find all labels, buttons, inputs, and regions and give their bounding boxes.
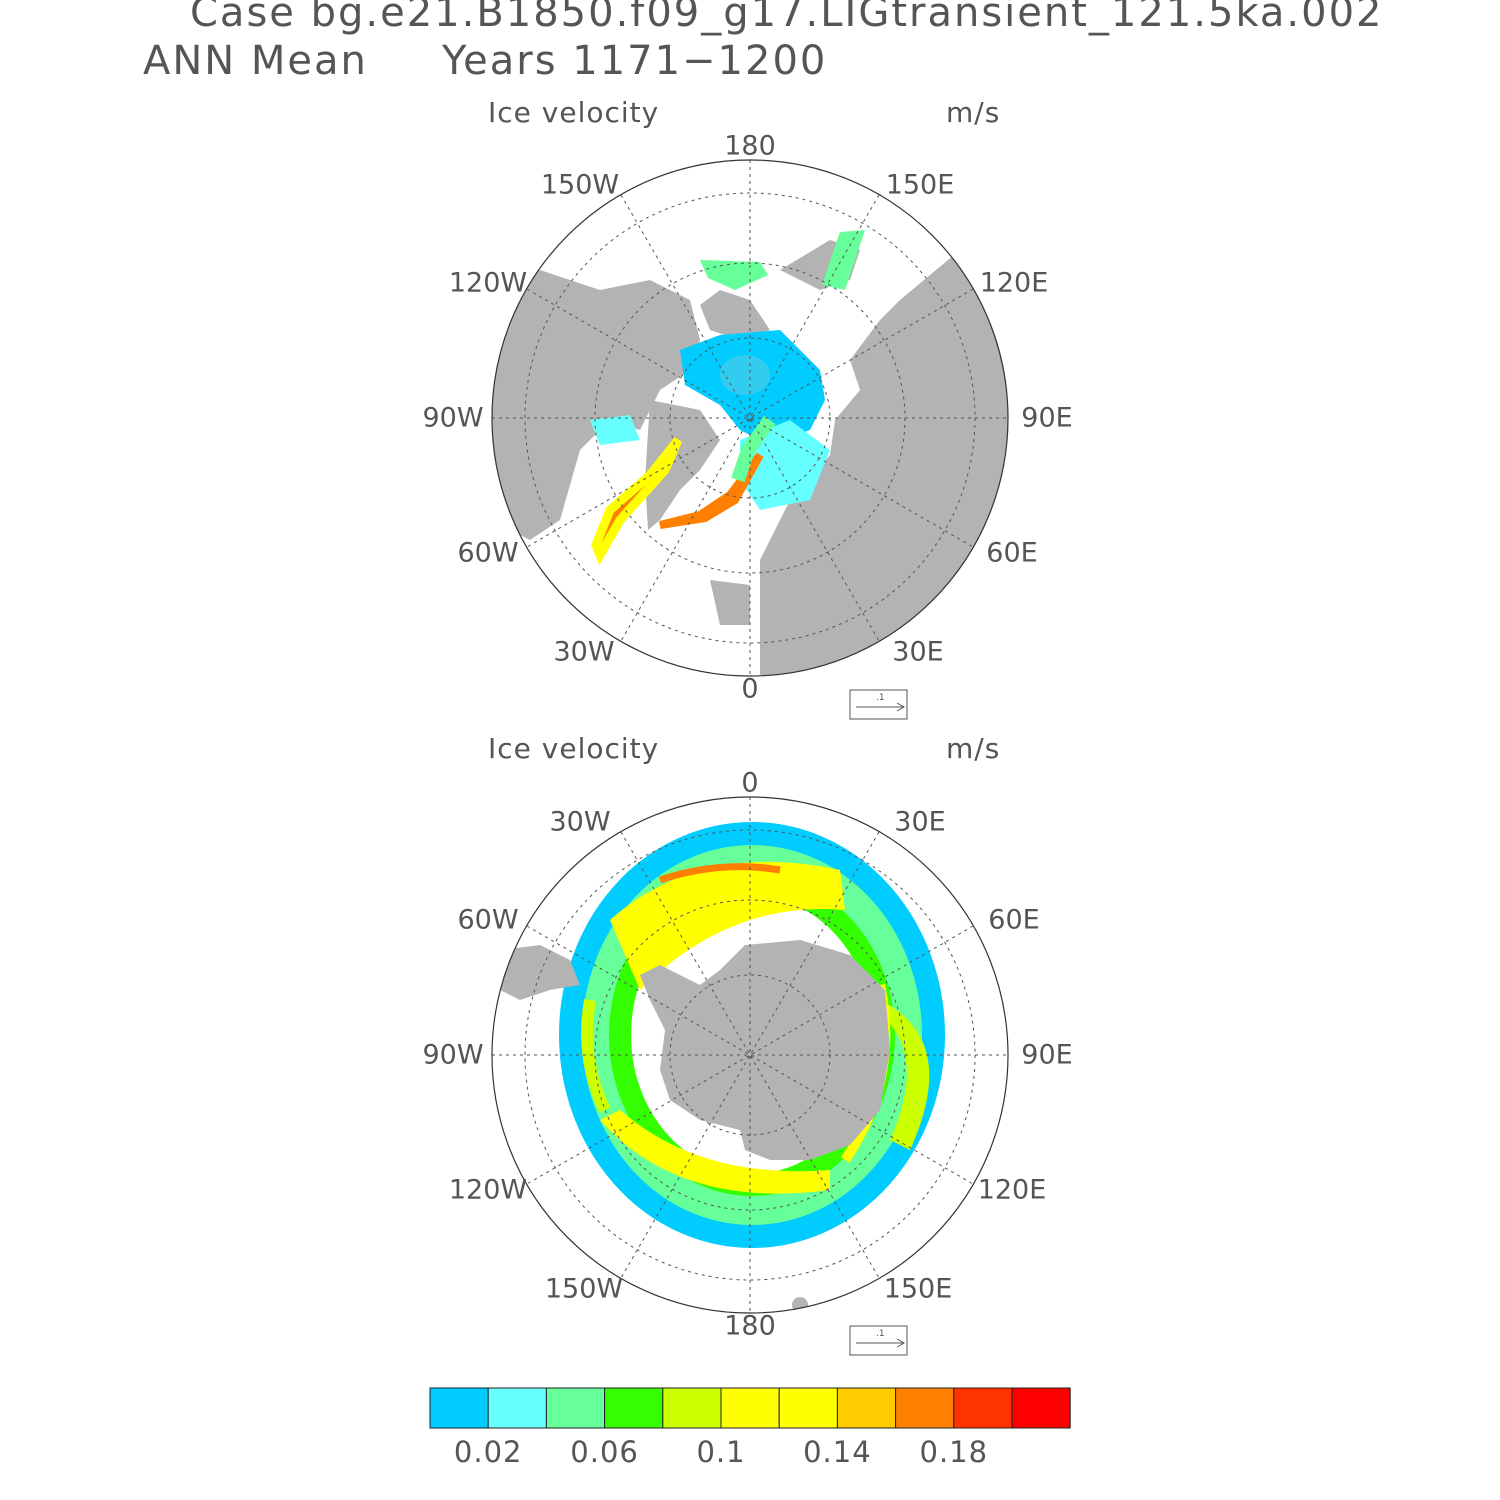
colorbar-box — [662, 1387, 722, 1429]
south-panel: Ice velocity m/s — [422, 732, 1073, 1356]
north-land — [492, 240, 1008, 675]
colorbar-tick-label: 0.1 — [696, 1435, 745, 1469]
colorbar-tick-label: 0.02 — [454, 1435, 523, 1469]
case-title: Case bg.e21.B1850.f09_g17.LIGtransient_1… — [190, 0, 1383, 36]
colorbar-boxes — [429, 1387, 1071, 1429]
south-lon-label: 120W — [449, 1175, 527, 1206]
north-lon-label: 60W — [457, 538, 518, 569]
colorbar-box — [545, 1387, 606, 1429]
north-lon-label: 30E — [892, 637, 943, 668]
south-map — [492, 797, 1008, 1313]
colorbar-tick-label: 0.14 — [803, 1435, 872, 1469]
north-map — [492, 160, 1008, 676]
south-ice-field — [559, 822, 945, 1248]
north-lon-label: 120E — [980, 268, 1049, 299]
north-lon-label: 180 — [724, 131, 776, 162]
colorbar-box — [836, 1387, 897, 1429]
north-lon-label: 0 — [741, 674, 758, 705]
south-lon-label: 60W — [457, 905, 518, 936]
colorbar-box — [604, 1387, 664, 1429]
south-panel-units: m/s — [946, 732, 1000, 765]
north-panel-units: m/s — [946, 96, 1000, 129]
north-reference-vector: .1 — [849, 689, 908, 720]
south-lon-label: 0 — [741, 768, 758, 799]
north-lon-label: 90W — [422, 403, 483, 434]
colorbar-labels: 0.02 0.06 0.1 0.14 0.18 — [454, 1435, 989, 1469]
north-lon-label: 120W — [449, 268, 527, 299]
south-reference-vector-label: .1 — [876, 1329, 885, 1339]
south-panel-title: Ice velocity — [488, 732, 659, 765]
season-label: ANN Mean — [143, 38, 368, 84]
south-lon-label: 180 — [724, 1311, 776, 1342]
north-map-border — [491, 159, 1009, 677]
north-panel-title: Ice velocity — [488, 96, 659, 129]
colorbar-box — [429, 1387, 489, 1429]
years-label: Years 1171−1200 — [441, 38, 827, 84]
north-lon-labels: 180 150E 120E 90E 60E 30E 0 30W 60W 90W 120W 150W — [422, 131, 1072, 705]
north-panel: Ice velocity m/s — [422, 96, 1073, 720]
colorbar-tick-label: 0.06 — [570, 1435, 639, 1469]
south-lon-label: 30W — [549, 807, 610, 838]
north-lon-label: 30W — [553, 637, 614, 668]
north-lon-label: 150E — [886, 170, 955, 201]
south-lon-labels: 0 30E 60E 90E 120E 150E 180 150W 120W 90W 60W 30W — [422, 768, 1072, 1342]
colorbar-box — [1011, 1387, 1071, 1429]
colorbar-box — [953, 1387, 1013, 1429]
south-map-border — [491, 796, 1009, 1314]
south-land — [500, 940, 890, 1313]
north-graticule — [492, 160, 1008, 676]
north-lon-label: 60E — [986, 538, 1037, 569]
north-lon-label: 90E — [1021, 403, 1072, 434]
north-reference-vector-label: .1 — [876, 693, 885, 703]
colorbar-tick-label: 0.18 — [920, 1435, 989, 1469]
south-graticule — [492, 797, 1008, 1313]
north-lon-label: 150W — [541, 170, 619, 201]
colorbar-box — [487, 1387, 547, 1429]
colorbar-box — [778, 1387, 838, 1429]
south-lon-label: 30E — [894, 807, 945, 838]
south-lon-label: 60E — [988, 905, 1039, 936]
south-lon-label: 90W — [422, 1040, 483, 1071]
south-lon-label: 150W — [545, 1274, 623, 1305]
colorbar: 0.02 0.06 0.1 0.14 0.18 — [429, 1387, 1071, 1469]
colorbar-box — [720, 1387, 780, 1429]
south-reference-vector: .1 — [849, 1325, 908, 1356]
south-lon-label: 120E — [978, 1175, 1047, 1206]
south-lon-label: 90E — [1021, 1040, 1072, 1071]
colorbar-box — [895, 1387, 955, 1429]
south-lon-label: 150E — [884, 1274, 953, 1305]
